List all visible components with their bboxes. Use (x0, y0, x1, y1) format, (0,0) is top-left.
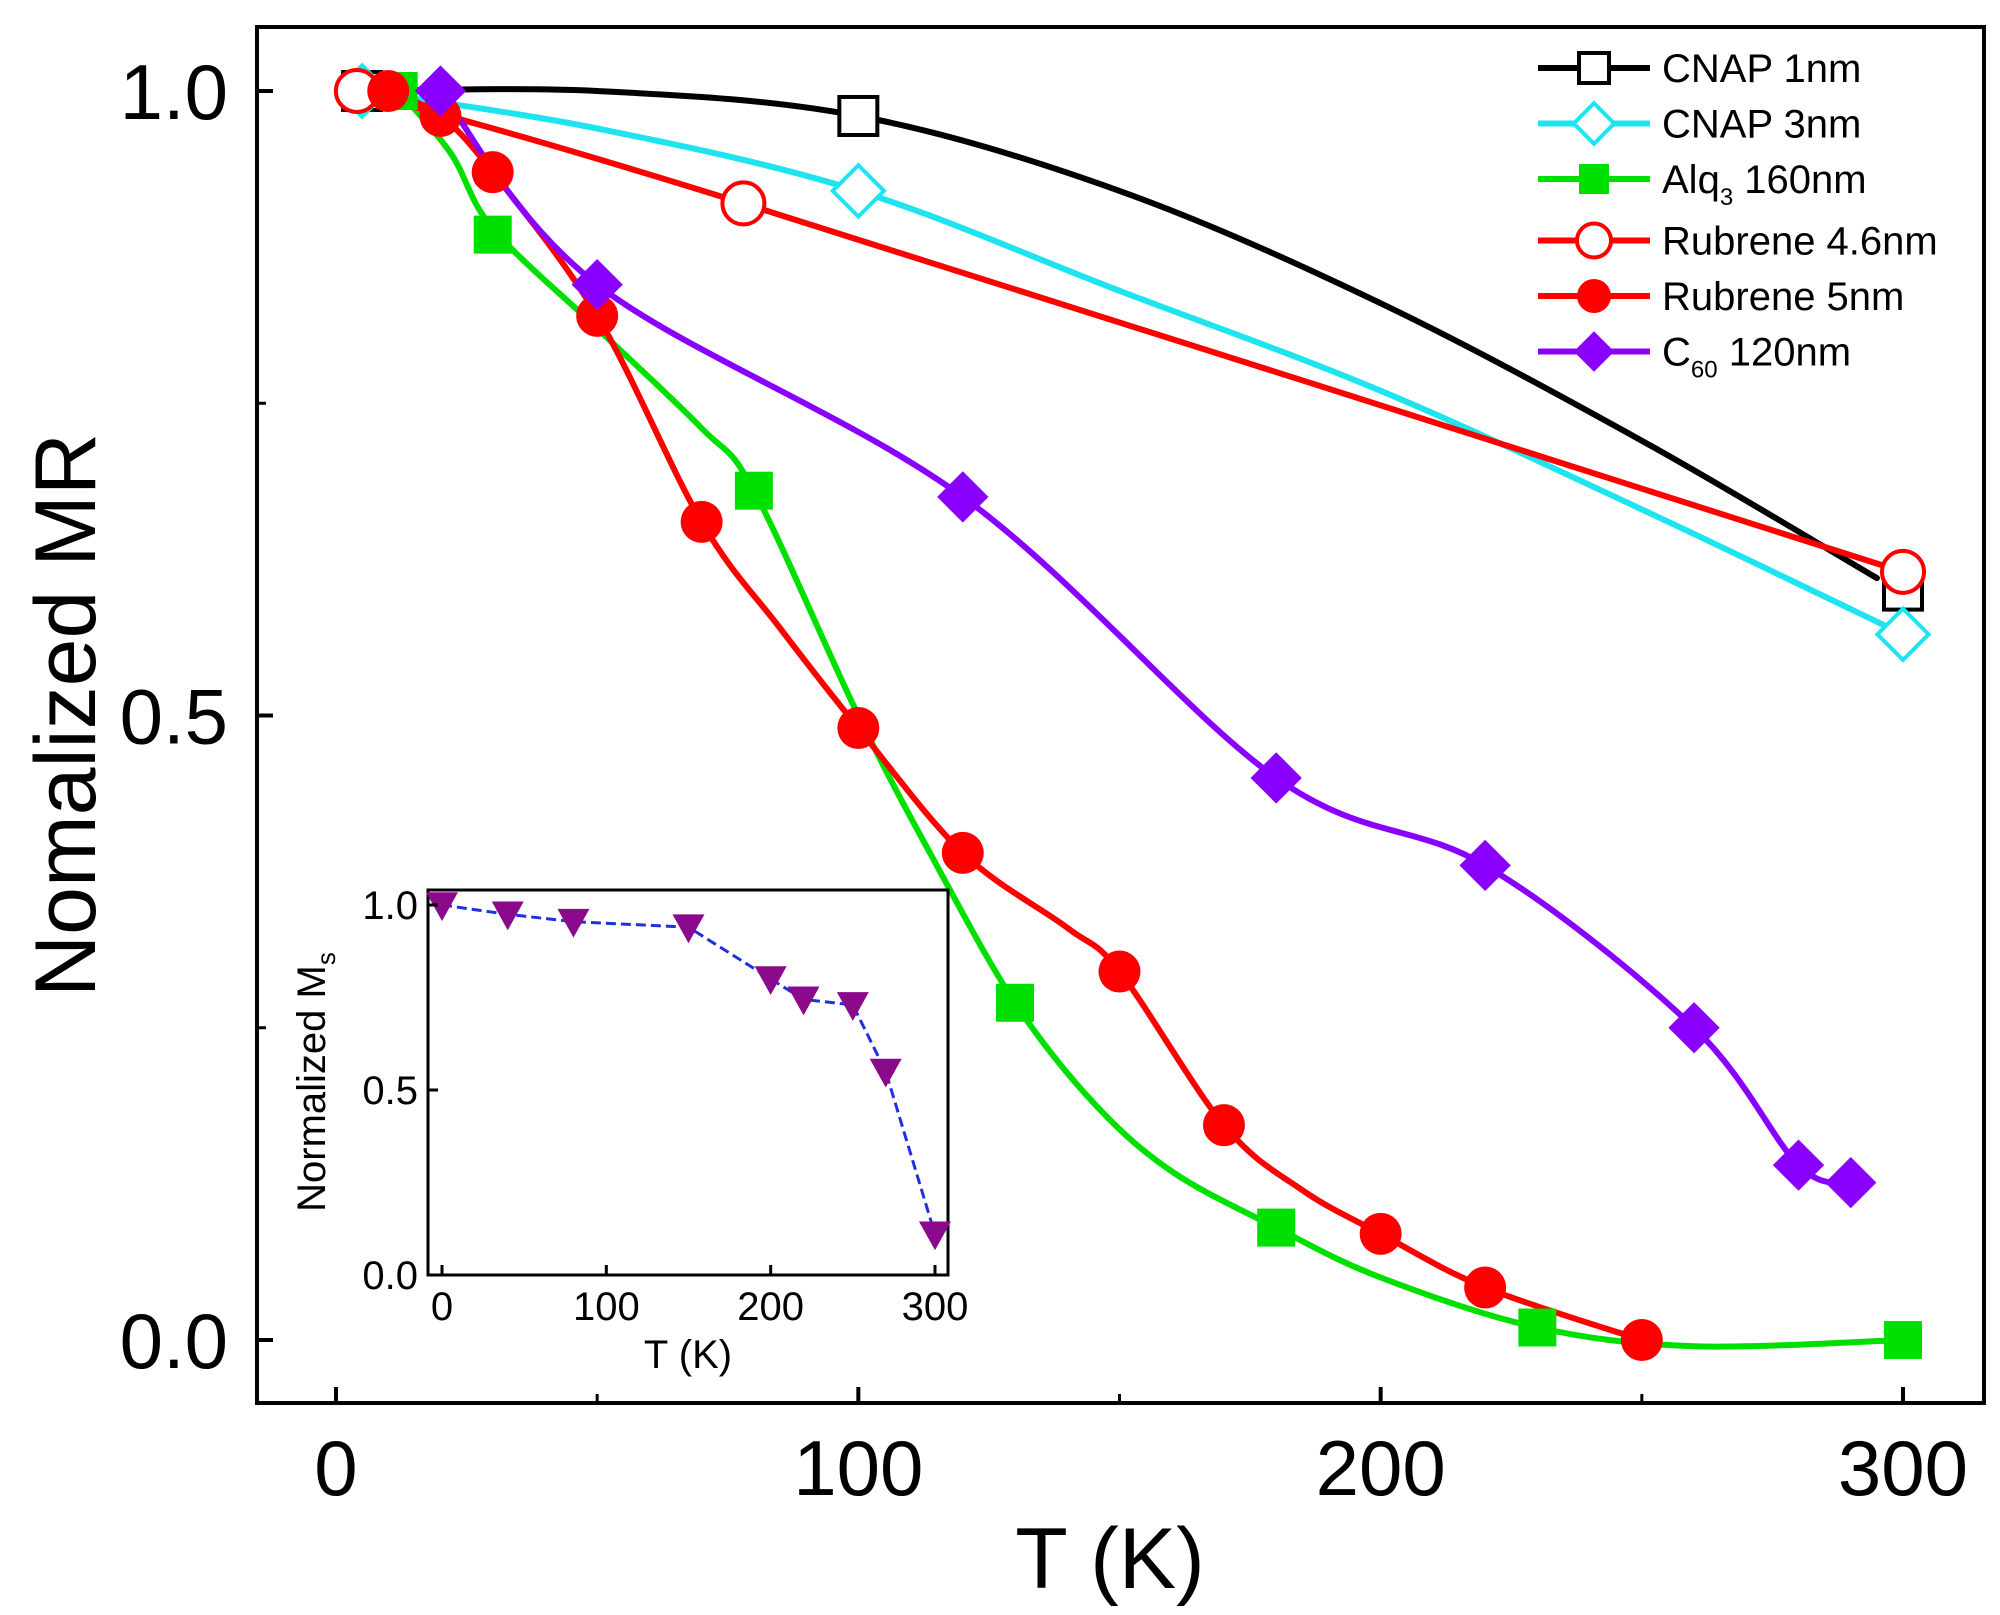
data-point-c60-120nm (1825, 1156, 1877, 1209)
legend-label-rubrene-5nm: Rubrene 5nm (1662, 275, 1904, 319)
y-tick-label: 1.0 (120, 48, 228, 136)
legend-marker-c60-120nm (1573, 331, 1615, 372)
inset-x-tick-label: 200 (737, 1285, 804, 1329)
inset-series-line-ms (441, 903, 937, 1235)
inset-plot-frame (426, 888, 950, 1277)
inset-y-tick-label: 0.5 (362, 1069, 418, 1113)
inset-x-tick-label: 300 (902, 1285, 969, 1329)
data-point-cnap-3nm (1874, 605, 1932, 663)
data-point-c60-120nm (1772, 1139, 1825, 1191)
legend-label-cnap-1nm: CNAP 1nm (1662, 47, 1861, 91)
legend-marker-cnap-3nm (1570, 100, 1618, 147)
series-line-cnap-1nm (359, 86, 1880, 582)
data-point-c60-120nm (571, 258, 623, 311)
data-point-c60-120nm (414, 65, 467, 117)
data-point-alq3-160nm (1518, 1308, 1557, 1347)
data-point-cnap-1nm (837, 94, 880, 137)
legend-label-c60-120nm: C60 120nm (1662, 331, 1851, 384)
data-point-rubrene-5nm (837, 706, 880, 749)
data-point-rubrene-5nm (1098, 950, 1141, 993)
legend: CNAP 1nm CNAP 3nm Alq3 160nm Rubrene 4.6nm R… (1538, 47, 1938, 384)
inset-series-markers (426, 892, 951, 1251)
legend-marker-alq3-160nm (1579, 164, 1609, 194)
inset-x-axis-label: T (K) (644, 1333, 732, 1377)
legend-marker-rubrene-4-6nm (1575, 221, 1613, 260)
x-tick-label: 100 (793, 1424, 923, 1512)
data-point-alq3-160nm (734, 471, 773, 510)
inset-data-point-ms (672, 914, 705, 944)
y-tick-label: 0.5 (120, 673, 228, 761)
data-point-c60-120nm (1668, 1002, 1720, 1054)
x-tick-label: 300 (1838, 1424, 1968, 1512)
x-axis-label: T (K) (1015, 1511, 1205, 1607)
inset-data-point-ms (836, 992, 869, 1021)
main-series-markers (333, 62, 1932, 1361)
data-point-rubrene-5nm (367, 70, 410, 112)
inset-data-point-ms (491, 901, 524, 931)
inset-y-tick-label: 0.0 (362, 1254, 418, 1298)
inset-data-point-ms (426, 892, 458, 921)
inset-data-point-ms (557, 908, 590, 938)
inset-series-line (441, 903, 937, 1235)
legend-label-alq3-160nm: Alq3 160nm (1662, 158, 1867, 211)
inset-y-axis-label: Normalized Ms (290, 952, 341, 1212)
inset-data-point-ms (787, 986, 820, 1016)
data-point-alq3-160nm (1884, 1321, 1922, 1359)
legend-marker-cnap-1nm (1577, 51, 1611, 85)
data-point-rubrene-4-6nm (1880, 548, 1926, 595)
x-tick-label: 0 (314, 1424, 357, 1512)
data-point-rubrene-4-6nm (720, 180, 767, 227)
inset-chart: 0 100 200 300 0.0 0.5 1.0 T (K) Normalized Ms (290, 884, 968, 1377)
inset-data-point-ms (919, 1221, 951, 1251)
x-tick-label: 200 (1316, 1424, 1446, 1512)
data-point-rubrene-5nm (941, 831, 984, 874)
data-point-rubrene-5nm (576, 294, 619, 337)
main-axes: 0 100 200 300 0.0 0.5 1.0 (120, 48, 1969, 1512)
data-point-c60-120nm (1459, 839, 1511, 892)
y-tick-label: 0.0 (120, 1297, 228, 1385)
data-point-rubrene-5nm (1464, 1266, 1507, 1309)
data-point-alq3-160nm (996, 983, 1035, 1022)
data-point-rubrene-5nm (471, 151, 514, 194)
legend-label-cnap-3nm: CNAP 3nm (1662, 103, 1861, 147)
data-point-rubrene-5nm (680, 500, 723, 543)
inset-y-tick-label: 1.0 (362, 884, 418, 928)
inset-data-point-ms (869, 1058, 902, 1088)
legend-label-rubrene-4-6nm: Rubrene 4.6nm (1662, 220, 1938, 264)
inset-x-tick-label: 100 (573, 1285, 640, 1329)
inset-axes: 0 100 200 300 0.0 0.5 1.0 (362, 884, 968, 1329)
data-point-alq3-160nm (1257, 1208, 1296, 1247)
data-point-alq3-160nm (473, 215, 512, 254)
data-point-rubrene-5nm (1202, 1104, 1245, 1147)
legend-marker-rubrene-5nm (1577, 279, 1611, 313)
inset-data-point-ms (754, 966, 787, 995)
inset-x-tick-label: 0 (431, 1285, 453, 1329)
y-axis-label: Nomalized MR (18, 433, 114, 997)
data-point-c60-120nm (1250, 752, 1302, 804)
series-line-cnap-3nm (359, 88, 1906, 638)
data-point-c60-120nm (937, 471, 989, 523)
data-point-cnap-3nm (829, 162, 887, 220)
data-point-rubrene-5nm (1620, 1319, 1663, 1361)
data-point-rubrene-5nm (1359, 1212, 1402, 1255)
